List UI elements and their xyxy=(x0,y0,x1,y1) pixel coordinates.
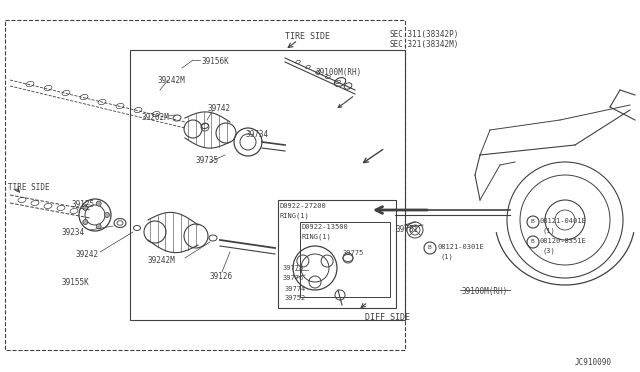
Text: TIRE SIDE: TIRE SIDE xyxy=(285,32,330,41)
Text: 39781: 39781 xyxy=(395,225,418,234)
Bar xyxy=(300,222,390,297)
Text: 39735: 39735 xyxy=(196,156,219,165)
Text: D0922-27200: D0922-27200 xyxy=(280,203,327,209)
Text: 39242: 39242 xyxy=(75,250,98,259)
Circle shape xyxy=(96,224,101,229)
Text: 39126: 39126 xyxy=(210,272,233,281)
Text: 39242M: 39242M xyxy=(158,76,186,85)
Text: 08120-8351E: 08120-8351E xyxy=(540,238,587,244)
Text: TIRE SIDE: TIRE SIDE xyxy=(8,183,50,192)
Text: (1): (1) xyxy=(440,253,452,260)
Circle shape xyxy=(96,201,101,206)
Text: B: B xyxy=(427,244,431,250)
Text: 39742: 39742 xyxy=(208,104,231,113)
Text: B: B xyxy=(530,218,534,224)
Text: JC910090: JC910090 xyxy=(575,358,612,367)
Circle shape xyxy=(83,205,88,211)
Text: 39100M(RH): 39100M(RH) xyxy=(316,68,362,77)
Text: 39778: 39778 xyxy=(283,265,304,271)
Text: 39752: 39752 xyxy=(285,295,307,301)
Text: 39775: 39775 xyxy=(343,250,364,256)
Text: 39774: 39774 xyxy=(285,286,307,292)
Text: D0922-13500: D0922-13500 xyxy=(302,224,349,230)
Text: DIFF SIDE: DIFF SIDE xyxy=(365,313,410,322)
Text: SEC.321(38342M): SEC.321(38342M) xyxy=(390,40,460,49)
Text: 39242M: 39242M xyxy=(148,256,176,265)
Text: 39234: 39234 xyxy=(62,228,85,237)
Bar xyxy=(5,20,405,350)
Text: 39125: 39125 xyxy=(72,200,95,209)
Bar xyxy=(278,200,396,308)
Text: 39155K: 39155K xyxy=(62,278,90,287)
Text: 39100M(RH): 39100M(RH) xyxy=(461,287,508,296)
Text: (3): (3) xyxy=(542,247,555,253)
Text: 39734: 39734 xyxy=(245,130,268,139)
Text: 08121-0301E: 08121-0301E xyxy=(437,244,484,250)
Circle shape xyxy=(104,212,109,218)
Text: (1): (1) xyxy=(542,227,555,234)
Text: RING(1): RING(1) xyxy=(280,212,310,218)
Text: 08121-0401E: 08121-0401E xyxy=(540,218,587,224)
Text: 39202M: 39202M xyxy=(142,113,170,122)
Text: SEC.311(38342P): SEC.311(38342P) xyxy=(390,30,460,39)
Text: RING(1): RING(1) xyxy=(302,233,332,240)
Text: B: B xyxy=(530,238,534,244)
Text: 39156K: 39156K xyxy=(201,57,228,66)
Circle shape xyxy=(83,219,88,225)
Bar xyxy=(130,50,405,320)
Text: 39776: 39776 xyxy=(283,275,304,281)
